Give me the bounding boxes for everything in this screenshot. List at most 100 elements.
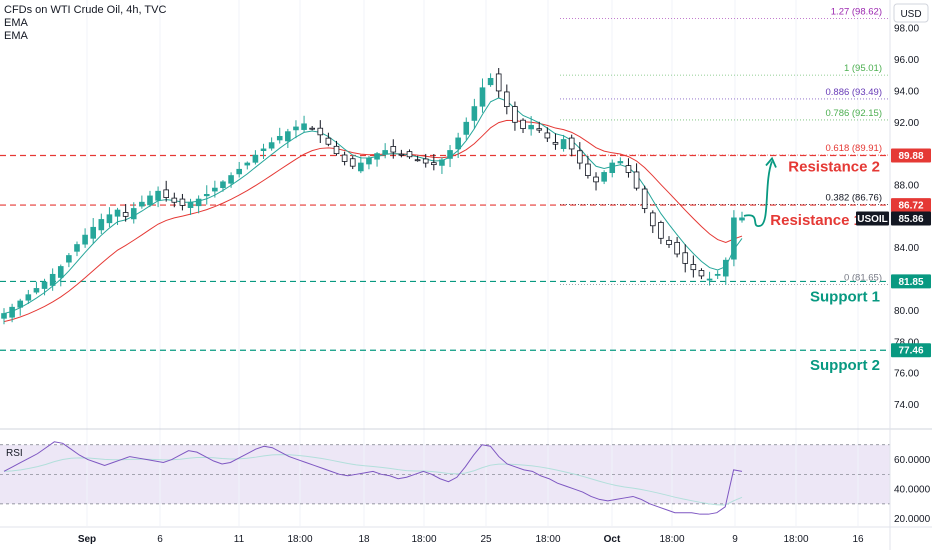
candle-bullish: [374, 153, 380, 160]
candle-bearish: [495, 73, 502, 92]
currency-button[interactable]: USD: [893, 3, 929, 23]
candle-bullish: [739, 217, 745, 221]
candle-bearish: [398, 153, 405, 156]
candle-bullish: [276, 135, 283, 141]
candle-bearish: [341, 154, 348, 162]
candle-bearish: [520, 119, 526, 129]
candle-bullish: [1, 313, 7, 319]
currency-label: USD: [900, 9, 921, 20]
candle-bullish: [528, 125, 534, 130]
candle-bearish: [317, 127, 324, 136]
candle-bullish: [560, 139, 567, 150]
time-tick: 18:00: [659, 534, 684, 545]
candle-bearish: [333, 145, 340, 155]
candle-bearish: [577, 150, 583, 164]
candle-bearish: [674, 241, 680, 255]
candle-bullish: [41, 281, 48, 289]
candle-bullish: [220, 181, 226, 189]
candle-bullish: [187, 201, 194, 208]
candle-bullish: [366, 157, 372, 165]
candle-bullish: [447, 150, 453, 159]
time-tick: Sep: [78, 534, 96, 545]
price-tick: 88.00: [894, 180, 919, 191]
projection-arrow: [743, 156, 777, 227]
rsi-tick: 40.0000: [894, 485, 931, 496]
candle-bearish: [641, 188, 648, 209]
grid: [86, 0, 859, 526]
rsi-tick: 60.0000: [894, 455, 931, 466]
candle-bearish: [179, 198, 186, 206]
candle-bearish: [406, 151, 413, 158]
price-tick: 98.00: [894, 24, 919, 35]
zone-lines: [0, 154, 890, 351]
candle-bullish: [90, 226, 97, 239]
candle-bearish: [568, 137, 575, 150]
time-tick: 6: [157, 534, 163, 545]
candle-bullish: [601, 172, 607, 182]
candle-bearish: [325, 137, 332, 145]
candle-bullish: [260, 148, 267, 151]
candle-bearish: [698, 270, 705, 277]
zone-label: Support 2: [810, 357, 880, 374]
time-tick: 16: [852, 534, 864, 545]
candle-bearish: [690, 264, 697, 271]
price-tick: 80.00: [894, 306, 919, 317]
candle-bearish: [431, 162, 437, 166]
zone-label: Resistance 2: [788, 159, 880, 176]
candle-bullish: [155, 190, 161, 201]
price-tag-text: 77.46: [898, 346, 923, 357]
candle-bullish: [244, 162, 251, 166]
time-tick: 11: [234, 534, 245, 545]
candle-bullish: [130, 208, 137, 220]
price-tick: 92.00: [894, 118, 919, 129]
candle-bullish: [463, 121, 470, 135]
candle-bullish: [731, 217, 737, 260]
candle-bearish: [585, 163, 591, 176]
candle-bullish: [33, 288, 40, 293]
time-tick: 18:00: [411, 534, 436, 545]
price-tag-bg: [891, 211, 931, 226]
price-tag-bg: [891, 274, 931, 289]
candle-bullish: [25, 294, 32, 301]
candle-bullish: [98, 219, 105, 231]
candle-bullish: [106, 214, 113, 224]
candle-bearish: [658, 222, 664, 239]
time-axis[interactable]: Sep 6 11 18:00 18 18:00 25 18:00 Oct 18:00 9 18:00 1…: [78, 534, 864, 545]
symbol-title[interactable]: CFDs on WTI Crude Oil, 4h, TVC: [4, 4, 167, 16]
time-tick: 9: [732, 534, 738, 545]
candle-bullish: [139, 201, 145, 207]
candle-bullish: [382, 150, 388, 155]
candle-bearish: [414, 159, 421, 162]
candle-bullish: [57, 266, 64, 278]
price-tag-text: 81.85: [898, 277, 923, 288]
candle-bearish: [593, 176, 599, 183]
fib-level-label: 0.618 (89.91): [825, 143, 882, 154]
candle-bullish: [195, 198, 202, 207]
rsi-pane[interactable]: RSI: [0, 441, 890, 515]
fib-level-label: 0.382 (86.76): [825, 192, 882, 203]
ema-indicator-1[interactable]: EMA: [4, 17, 28, 29]
zone-label: Support 1: [810, 288, 880, 305]
price-tick: 94.00: [894, 86, 919, 97]
candle-bullish: [66, 255, 72, 263]
candle-bullish: [722, 259, 729, 277]
zone-label: Resistance 1: [770, 212, 862, 229]
time-tick: 18: [358, 534, 370, 545]
price-tag-bg: [891, 198, 931, 213]
fib-level-label: 0.786 (92.15): [825, 108, 882, 119]
candle-bullish: [49, 273, 56, 286]
ema-indicator-2[interactable]: EMA: [4, 30, 28, 42]
symbol-tag-text: USOIL: [857, 214, 888, 225]
time-tick: 25: [480, 534, 492, 545]
time-tick: Oct: [604, 534, 621, 545]
fib-level-label: 0.886 (93.49): [825, 87, 882, 98]
candle-bullish: [285, 131, 291, 142]
ema-slow-line: [3, 119, 743, 323]
candle-bearish: [649, 212, 656, 227]
rsi-axis[interactable]: 60.0000 40.0000 20.0000: [894, 455, 931, 525]
candle-bearish: [171, 197, 178, 203]
rsi-label: RSI: [6, 448, 23, 459]
candle-bearish: [625, 165, 632, 173]
candle-bearish: [422, 158, 429, 164]
